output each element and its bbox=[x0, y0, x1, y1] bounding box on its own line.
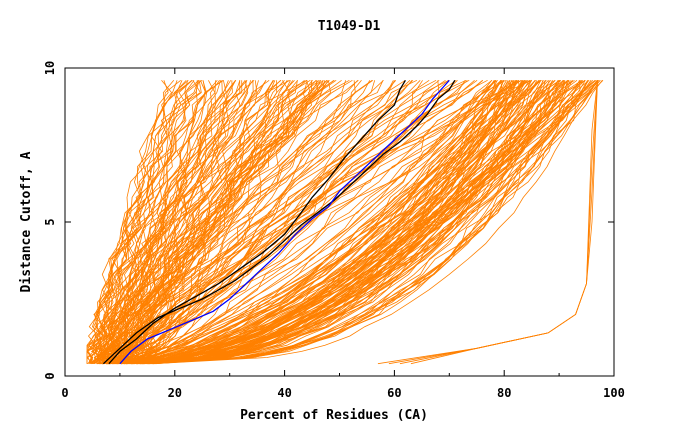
model-curve bbox=[87, 80, 195, 365]
model-curve bbox=[136, 79, 483, 364]
model-curve bbox=[116, 80, 421, 364]
model-curve bbox=[136, 79, 484, 364]
model-curve bbox=[118, 79, 529, 365]
model-curve bbox=[132, 79, 564, 365]
model-curve bbox=[152, 80, 598, 365]
model-curve bbox=[132, 79, 561, 365]
model-curve bbox=[139, 79, 470, 364]
model-curve bbox=[95, 80, 218, 364]
model-curve bbox=[111, 79, 406, 365]
model-curve bbox=[142, 79, 523, 364]
x-axis: 0 20 40 60 80 100 bbox=[61, 68, 625, 400]
series-line-1 bbox=[102, 79, 456, 365]
model-curve bbox=[146, 80, 601, 365]
model-curve bbox=[133, 80, 550, 365]
model-curve bbox=[101, 80, 347, 364]
model-curve bbox=[101, 80, 246, 364]
model-curve bbox=[146, 79, 532, 364]
x-tick-label-1: 20 bbox=[168, 386, 182, 400]
model-curve bbox=[153, 80, 594, 365]
model-curve bbox=[102, 80, 496, 365]
x-tick-label-0: 0 bbox=[61, 386, 68, 400]
model-curve bbox=[142, 80, 584, 365]
y-axis: 0 5 10 bbox=[43, 61, 614, 380]
model-curve bbox=[134, 79, 560, 365]
background-model-curves bbox=[86, 79, 604, 365]
model-curve bbox=[101, 80, 248, 365]
model-curve bbox=[118, 80, 414, 365]
model-curve bbox=[91, 80, 201, 365]
model-curve bbox=[108, 80, 523, 365]
model-curve bbox=[140, 79, 586, 365]
model-curve bbox=[110, 79, 531, 365]
model-curve bbox=[144, 79, 514, 364]
model-curve bbox=[113, 80, 524, 365]
model-curve bbox=[117, 80, 536, 365]
x-tick-label-4: 80 bbox=[497, 386, 511, 400]
model-curve bbox=[90, 80, 202, 364]
chart-title: T1049-D1 bbox=[318, 19, 381, 34]
x-axis-label: Percent of Residues (CA) bbox=[240, 408, 428, 423]
model-curve bbox=[96, 80, 329, 365]
model-curve bbox=[105, 80, 241, 364]
model-curve bbox=[103, 80, 358, 365]
model-curve bbox=[99, 79, 337, 364]
model-curve bbox=[99, 79, 328, 365]
model-curve bbox=[106, 80, 496, 365]
model-curve bbox=[110, 80, 384, 364]
model-curve bbox=[141, 79, 506, 365]
model-curve bbox=[137, 79, 488, 365]
model-curve bbox=[98, 79, 350, 365]
model-curve bbox=[112, 80, 288, 365]
y-tick-label-1: 5 bbox=[43, 218, 57, 225]
model-curve bbox=[148, 79, 522, 364]
model-curve bbox=[152, 80, 599, 365]
model-curve bbox=[155, 80, 601, 365]
model-curve bbox=[143, 80, 496, 364]
model-curve bbox=[142, 79, 578, 365]
model-curve bbox=[96, 80, 206, 364]
model-curve bbox=[410, 80, 598, 365]
model-curve bbox=[93, 79, 189, 364]
model-curve bbox=[142, 79, 586, 365]
model-curve bbox=[148, 80, 588, 365]
model-curve bbox=[121, 80, 536, 365]
model-curve bbox=[150, 80, 599, 365]
series-line-0 bbox=[108, 79, 406, 365]
model-curve bbox=[149, 80, 599, 365]
model-curve bbox=[153, 80, 603, 365]
model-curve bbox=[147, 80, 596, 365]
series-line-2 bbox=[119, 79, 450, 365]
model-curve bbox=[152, 80, 599, 365]
model-curve bbox=[130, 79, 457, 365]
model-curve bbox=[107, 80, 267, 364]
model-curve bbox=[135, 80, 568, 365]
model-curve bbox=[125, 79, 449, 364]
model-curve bbox=[143, 79, 478, 365]
x-tick-label-5: 100 bbox=[603, 386, 625, 400]
y-tick-label-2: 10 bbox=[43, 61, 57, 75]
model-curve bbox=[115, 80, 274, 365]
series-group bbox=[102, 79, 456, 365]
y-axis-label: Distance Cutoff, A bbox=[19, 151, 34, 292]
model-curve bbox=[98, 79, 498, 365]
x-tick-label-2: 40 bbox=[277, 386, 291, 400]
model-curve bbox=[124, 80, 540, 365]
model-curve bbox=[125, 80, 458, 365]
model-curve bbox=[92, 80, 200, 365]
model-curve bbox=[155, 80, 604, 365]
model-curve bbox=[99, 80, 322, 365]
model-curve bbox=[122, 80, 396, 364]
model-curve bbox=[141, 80, 468, 364]
model-curve bbox=[121, 80, 531, 365]
x-tick-label-3: 60 bbox=[387, 386, 401, 400]
y-tick-label-0: 0 bbox=[43, 372, 57, 379]
